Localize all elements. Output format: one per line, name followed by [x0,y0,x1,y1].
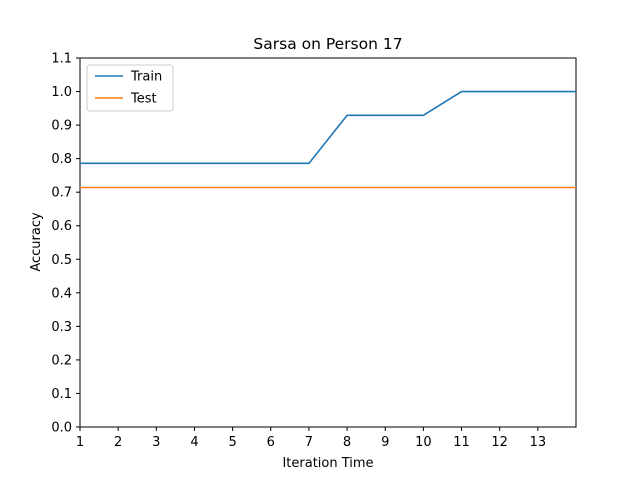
y-tick-label: 0.8 [51,152,72,167]
y-tick-label: 0.1 [51,387,72,402]
y-tick-label: 1.0 [51,85,72,100]
x-tick-label: 5 [228,435,236,450]
x-tick-label: 13 [530,435,547,450]
x-axis-title: Iteration Time [282,456,373,471]
x-tick-label: 2 [114,435,122,450]
x-tick-label: 9 [381,435,389,450]
chart-title: Sarsa on Person 17 [253,35,402,53]
x-tick-label: 1 [76,435,84,450]
x-tick-label: 7 [305,435,313,450]
y-tick-label: 1.1 [51,52,72,67]
x-tick-label: 3 [152,435,160,450]
y-tick-label: 0.9 [51,119,72,134]
x-tick-label: 12 [491,435,508,450]
y-tick-label: 0.2 [51,353,72,368]
y-axis: 0.0 0.1 0.2 0.3 0.4 0.5 0.6 0.7 0.8 0.9 1.0 1.1 [51,52,80,436]
y-tick-label: 0.6 [51,219,72,234]
y-tick-label: 0.7 [51,186,72,201]
y-tick-label: 0.0 [51,421,72,436]
x-axis: 1 2 3 4 5 6 7 8 9 10 11 12 13 [76,427,546,450]
y-axis-title: Accuracy [29,212,44,272]
series-line-train [80,90,576,165]
plot-area [79,57,577,428]
x-tick-label: 6 [267,435,275,450]
legend-label: Train [130,70,162,85]
legend-label: Test [130,92,157,107]
x-tick-label: 10 [415,435,432,450]
y-tick-label: 0.4 [51,286,72,301]
series-layer [80,90,576,189]
y-tick-label: 0.5 [51,253,72,268]
plot-frame [79,57,577,428]
legend: Train Test [86,64,174,112]
x-tick-label: 8 [343,435,351,450]
y-tick-label: 0.3 [51,320,72,335]
x-tick-label: 11 [453,435,470,450]
x-tick-label: 4 [190,435,198,450]
